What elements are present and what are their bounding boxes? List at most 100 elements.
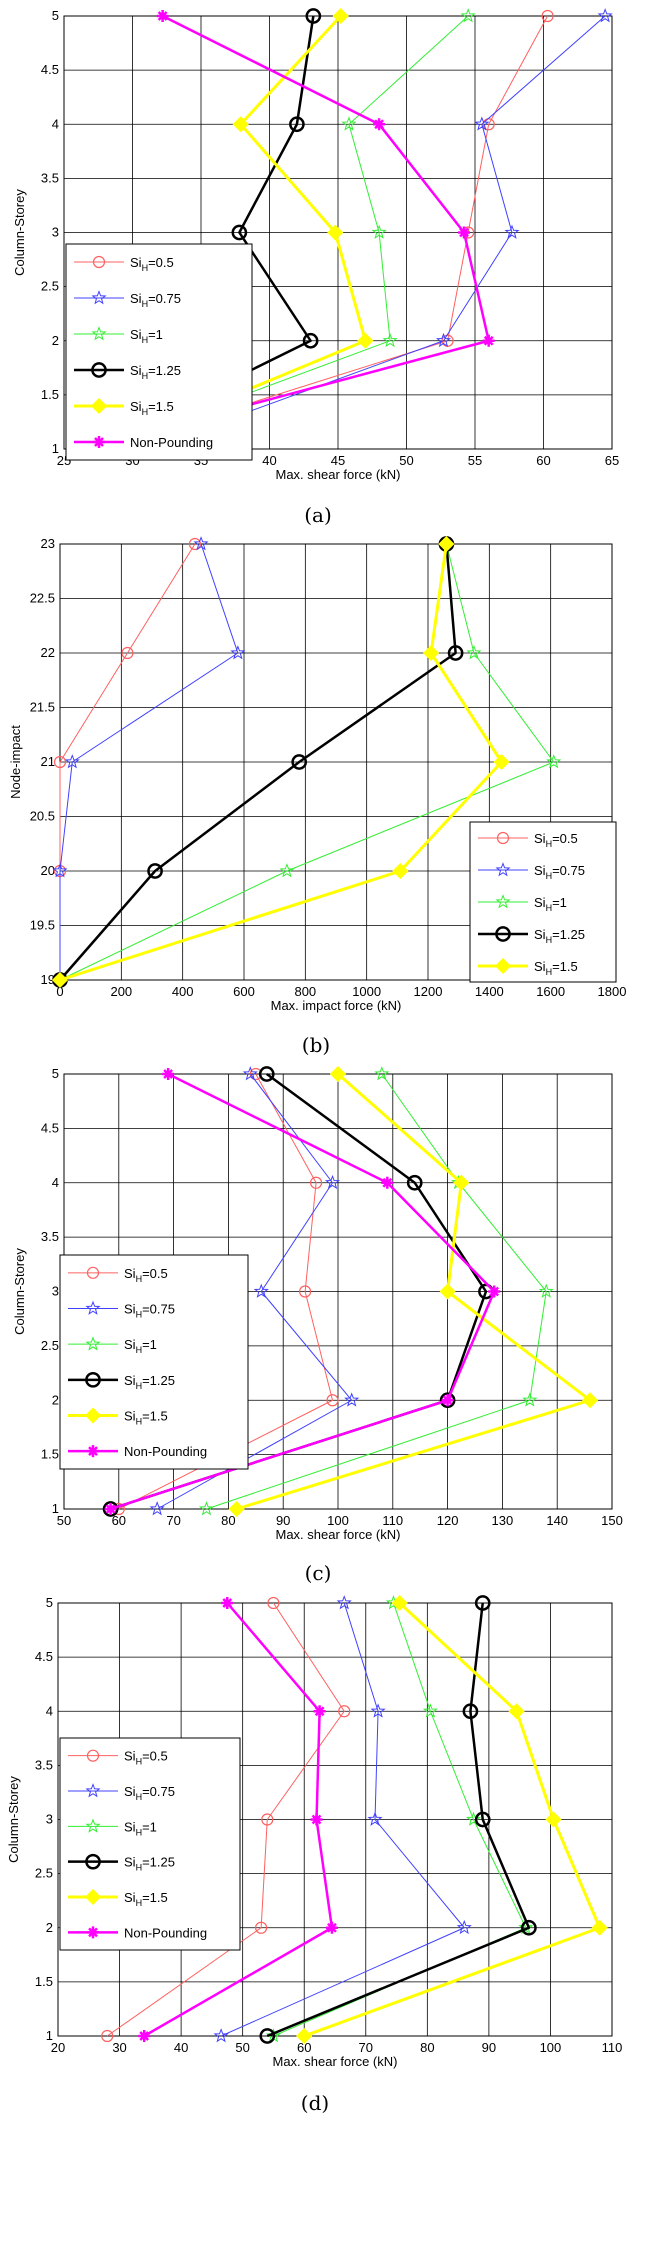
x-tick-label: 150 [601, 1513, 623, 1528]
data-point [258, 1066, 275, 1082]
x-tick-label: 30 [112, 2040, 126, 2055]
legend-entry: SiH=0.5 [68, 1749, 168, 1767]
x-tick-label: 50 [399, 453, 413, 468]
legend-marker [495, 926, 511, 942]
series-4 [259, 1595, 537, 2044]
legend-label: SiH=1 [124, 1337, 157, 1355]
legend-box [59, 1737, 241, 1951]
legend-marker [86, 1266, 100, 1279]
legend: SiH=0.5 SiH=0.75 SiH=1 SiH=1.25 SiH=1.5 [469, 821, 617, 983]
figure-caption: (d) [301, 2091, 329, 2115]
x-tick-label: 70 [359, 2040, 373, 2055]
y-tick-label: 3 [52, 225, 59, 240]
x-axis-label: Max. shear force (kN) [276, 467, 401, 482]
x-axis-label: Max. impact force (kN) [271, 998, 402, 1013]
data-point [545, 1811, 562, 1828]
data-point [327, 224, 344, 241]
legend-label: SiH=0.75 [534, 863, 585, 881]
legend-entry: SiH=1.5 [74, 397, 174, 417]
data-point [447, 645, 464, 661]
legend-label: SiH=0.5 [124, 1266, 168, 1284]
y-tick-label: 4 [52, 1175, 59, 1190]
y-tick-label: 2.5 [35, 1866, 53, 1881]
legend-entry: SiH=0.75 [74, 290, 181, 309]
series-line [59, 543, 555, 981]
data-point [198, 1501, 215, 1516]
y-tick-label: 5 [46, 1595, 53, 1610]
y-tick-label: 1 [46, 2028, 53, 2043]
y-tick-label: 2 [52, 333, 59, 348]
x-tick-label: 100 [540, 2040, 562, 2055]
x-tick-label: 40 [262, 453, 276, 468]
data-point [289, 116, 305, 133]
data-point [302, 332, 319, 349]
data-point [121, 646, 134, 660]
data-point [474, 1811, 491, 1828]
data-point [504, 224, 520, 239]
series-line [98, 15, 469, 450]
legend-entry: SiH=0.5 [478, 831, 578, 849]
legend-marker [91, 290, 107, 305]
data-point [313, 1705, 326, 1718]
x-tick-label: 1600 [536, 984, 565, 999]
legend-label: SiH=1.25 [124, 1855, 175, 1873]
x-tick-label: 1200 [414, 984, 443, 999]
data-point [423, 644, 440, 662]
series-line [156, 1073, 353, 1510]
data-point [267, 1596, 280, 1610]
legend-entry: SiH=0.5 [74, 255, 174, 273]
series-5 [296, 1594, 608, 2045]
legend-entry: SiH=1 [74, 326, 163, 345]
data-point [374, 1066, 390, 1081]
x-tick-label: 65 [605, 453, 619, 468]
series-5 [51, 535, 510, 989]
x-tick-label: 400 [172, 984, 194, 999]
data-point [104, 1503, 117, 1515]
data-point [438, 535, 455, 553]
legend-marker [85, 1371, 101, 1388]
legend-entry: SiH=0.5 [68, 1266, 168, 1284]
series-line [106, 1602, 345, 2037]
data-point [338, 1705, 351, 1718]
legend-marker [91, 362, 107, 378]
legend-entry: SiH=1 [68, 1818, 157, 1837]
y-tick-label: 3.5 [41, 170, 59, 185]
data-point [64, 754, 80, 769]
legend-marker [494, 957, 512, 975]
data-point [147, 863, 163, 879]
data-point [138, 2030, 151, 2042]
legend-label: SiH=1.5 [534, 959, 578, 977]
data-point [213, 2028, 229, 2043]
x-tick-label: 80 [221, 1513, 235, 1528]
series-2 [213, 1595, 472, 2043]
data-point [465, 1811, 482, 1826]
x-axis-label: Max. shear force (kN) [273, 2054, 398, 2069]
x-tick-label: 80 [420, 2040, 434, 2055]
data-point [373, 118, 386, 131]
x-tick-label: 110 [382, 1513, 403, 1528]
data-point [279, 863, 295, 878]
y-tick-label: 5 [52, 1066, 59, 1081]
legend-marker [85, 1300, 101, 1315]
y-tick-label: 2.5 [41, 1338, 59, 1353]
x-tick-label: 1400 [475, 984, 504, 999]
data-point [458, 226, 471, 239]
data-point [232, 116, 249, 133]
chart-d: 20 30 40 50 60 70 80 90 100 110 1 1.5 2 2.5 3 3.5 4 4.5 5 M… [6, 1594, 623, 2115]
x-tick-label: 20 [51, 2040, 65, 2055]
legend-entry: SiH=1 [68, 1336, 157, 1355]
legend-entry: Non-Pounding [68, 1444, 207, 1459]
x-tick-label: 50 [235, 2040, 249, 2055]
legend-label: SiH=1.25 [124, 1373, 175, 1391]
x-tick-label: 110 [602, 2040, 623, 2055]
x-axis-label: Max. shear force (kN) [276, 1527, 401, 1542]
data-point [242, 1066, 258, 1081]
data-point [422, 1703, 438, 1718]
x-tick-label: 1000 [352, 984, 381, 999]
y-tick-label: 1.5 [41, 387, 59, 402]
x-tick-label: 130 [492, 1513, 514, 1528]
data-point [53, 755, 67, 769]
data-point [329, 1065, 347, 1083]
legend-marker [85, 1853, 101, 1870]
legend-entry: SiH=1 [478, 894, 567, 913]
